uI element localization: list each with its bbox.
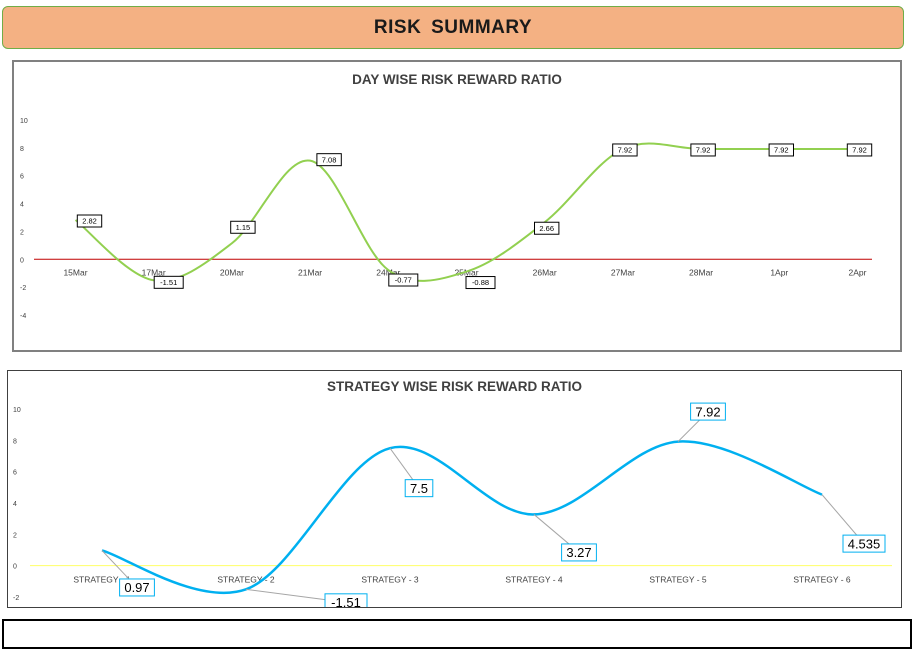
undefined-y-tick-label: -4 xyxy=(20,313,26,320)
strategy-wise-chart: 10 8 6 4 2 0 -2 STRATEGY - 1 STRATEGY - 2 STRATEG… xyxy=(13,402,892,607)
undefined-data-label: 2.82 xyxy=(82,217,97,226)
strategy-wise-chart-title: STRATEGY WISE RISK REWARD RATIO xyxy=(326,379,582,394)
undefined-category-label: 21Mar xyxy=(298,267,322,277)
undefined-data-label-box xyxy=(230,220,256,234)
undefined-data-label-box xyxy=(846,143,873,157)
undefined-data-label-box xyxy=(842,534,886,553)
undefined-series-line xyxy=(101,440,823,595)
undefined-data-label: 7.92 xyxy=(695,404,720,419)
undefined-data-label: -0.88 xyxy=(472,278,489,287)
undefined-y-tick-label: 0 xyxy=(13,564,17,571)
undefined-category-label: STRATEGY - 6 xyxy=(793,575,851,585)
undefined-y-tick-label: 8 xyxy=(20,146,24,153)
undefined-category-label: 2Apr xyxy=(849,267,867,277)
undefined-data-label-box xyxy=(316,153,342,167)
undefined-data-label-box xyxy=(388,273,419,287)
undefined-y-tick-label: 8 xyxy=(13,438,17,445)
undefined-category-label: 26Mar xyxy=(533,267,557,277)
undefined-category-label: STRATEGY - 5 xyxy=(649,575,707,585)
undefined-data-label: 3.27 xyxy=(566,545,591,560)
undefined-y-tick-label: -2 xyxy=(20,285,26,292)
undefined-data-label: 4.535 xyxy=(848,536,881,551)
undefined-category-label: 27Mar xyxy=(611,267,635,277)
undefined-category-label: STRATEGY - 1 xyxy=(73,575,131,585)
page-title: RISK SUMMARY xyxy=(373,16,533,38)
undefined-data-label-box xyxy=(690,143,716,157)
undefined-data-label-box xyxy=(324,593,368,607)
undefined-category-label: STRATEGY - 3 xyxy=(361,575,419,585)
undefined-data-label: -1.51 xyxy=(160,278,177,287)
undefined-data-label: 2.66 xyxy=(539,224,554,233)
undefined-y-tick-label: 6 xyxy=(13,470,17,477)
undefined-data-label-box xyxy=(534,221,560,235)
day-wise-chart-panel: DAY WISE RISK REWARD RATIO 10 8 6 4 2 0 -2 -4 15… xyxy=(12,60,902,352)
bottom-panel xyxy=(2,619,912,649)
undefined-data-label: -0.77 xyxy=(395,276,412,285)
undefined-y-tick-label: 4 xyxy=(13,501,17,508)
undefined-data-label: 1.15 xyxy=(236,223,251,232)
undefined-data-label-box xyxy=(768,143,794,157)
undefined-data-label: 7.5 xyxy=(410,481,428,496)
undefined-y-tick-label: 2 xyxy=(13,532,17,539)
undefined-y-tick-label: 10 xyxy=(20,118,28,125)
undefined-data-label-box xyxy=(465,276,496,290)
undefined-data-label: 7.92 xyxy=(618,146,633,155)
undefined-category-label: 24Mar xyxy=(376,267,400,277)
undefined-y-tick-label: 2 xyxy=(20,229,24,236)
undefined-data-label-box xyxy=(76,214,103,228)
undefined-data-label: -1.51 xyxy=(331,595,361,607)
undefined-data-label-box xyxy=(612,143,638,157)
undefined-data-label: 7.92 xyxy=(852,146,867,155)
undefined-series-line xyxy=(74,142,858,282)
undefined-data-label-box xyxy=(404,479,434,498)
undefined-y-tick-label: 10 xyxy=(13,407,21,414)
strategy-wise-chart-panel: STRATEGY WISE RISK REWARD RATIO 10 8 6 4 2 0 -… xyxy=(7,370,902,608)
undefined-y-tick-label: -2 xyxy=(13,595,19,602)
undefined-category-label: 1Apr xyxy=(770,267,788,277)
undefined-y-tick-label: 6 xyxy=(20,174,24,181)
undefined-category-label: STRATEGY - 4 xyxy=(505,575,563,585)
undefined-data-label-box xyxy=(690,402,726,421)
day-wise-chart-title: DAY WISE RISK REWARD RATIO xyxy=(352,72,562,87)
risk-summary-banner: RISK SUMMARY xyxy=(2,6,904,49)
undefined-category-label: 17Mar xyxy=(142,267,166,277)
undefined-category-label: 28Mar xyxy=(689,267,713,277)
undefined-data-label: 7.92 xyxy=(774,146,789,155)
undefined-y-tick-label: 4 xyxy=(20,202,24,209)
undefined-category-label: 20Mar xyxy=(220,267,244,277)
undefined-data-label: 7.92 xyxy=(696,146,711,155)
undefined-data-label-box xyxy=(119,578,155,597)
undefined-data-label: 7.08 xyxy=(322,155,337,164)
undefined-data-label-box xyxy=(153,275,184,289)
undefined-y-tick-label: 0 xyxy=(20,257,24,264)
undefined-data-label: 0.97 xyxy=(124,580,149,595)
undefined-data-label-box xyxy=(561,543,597,562)
undefined-category-label: 15Mar xyxy=(63,267,87,277)
undefined-category-label: STRATEGY - 2 xyxy=(217,575,275,585)
